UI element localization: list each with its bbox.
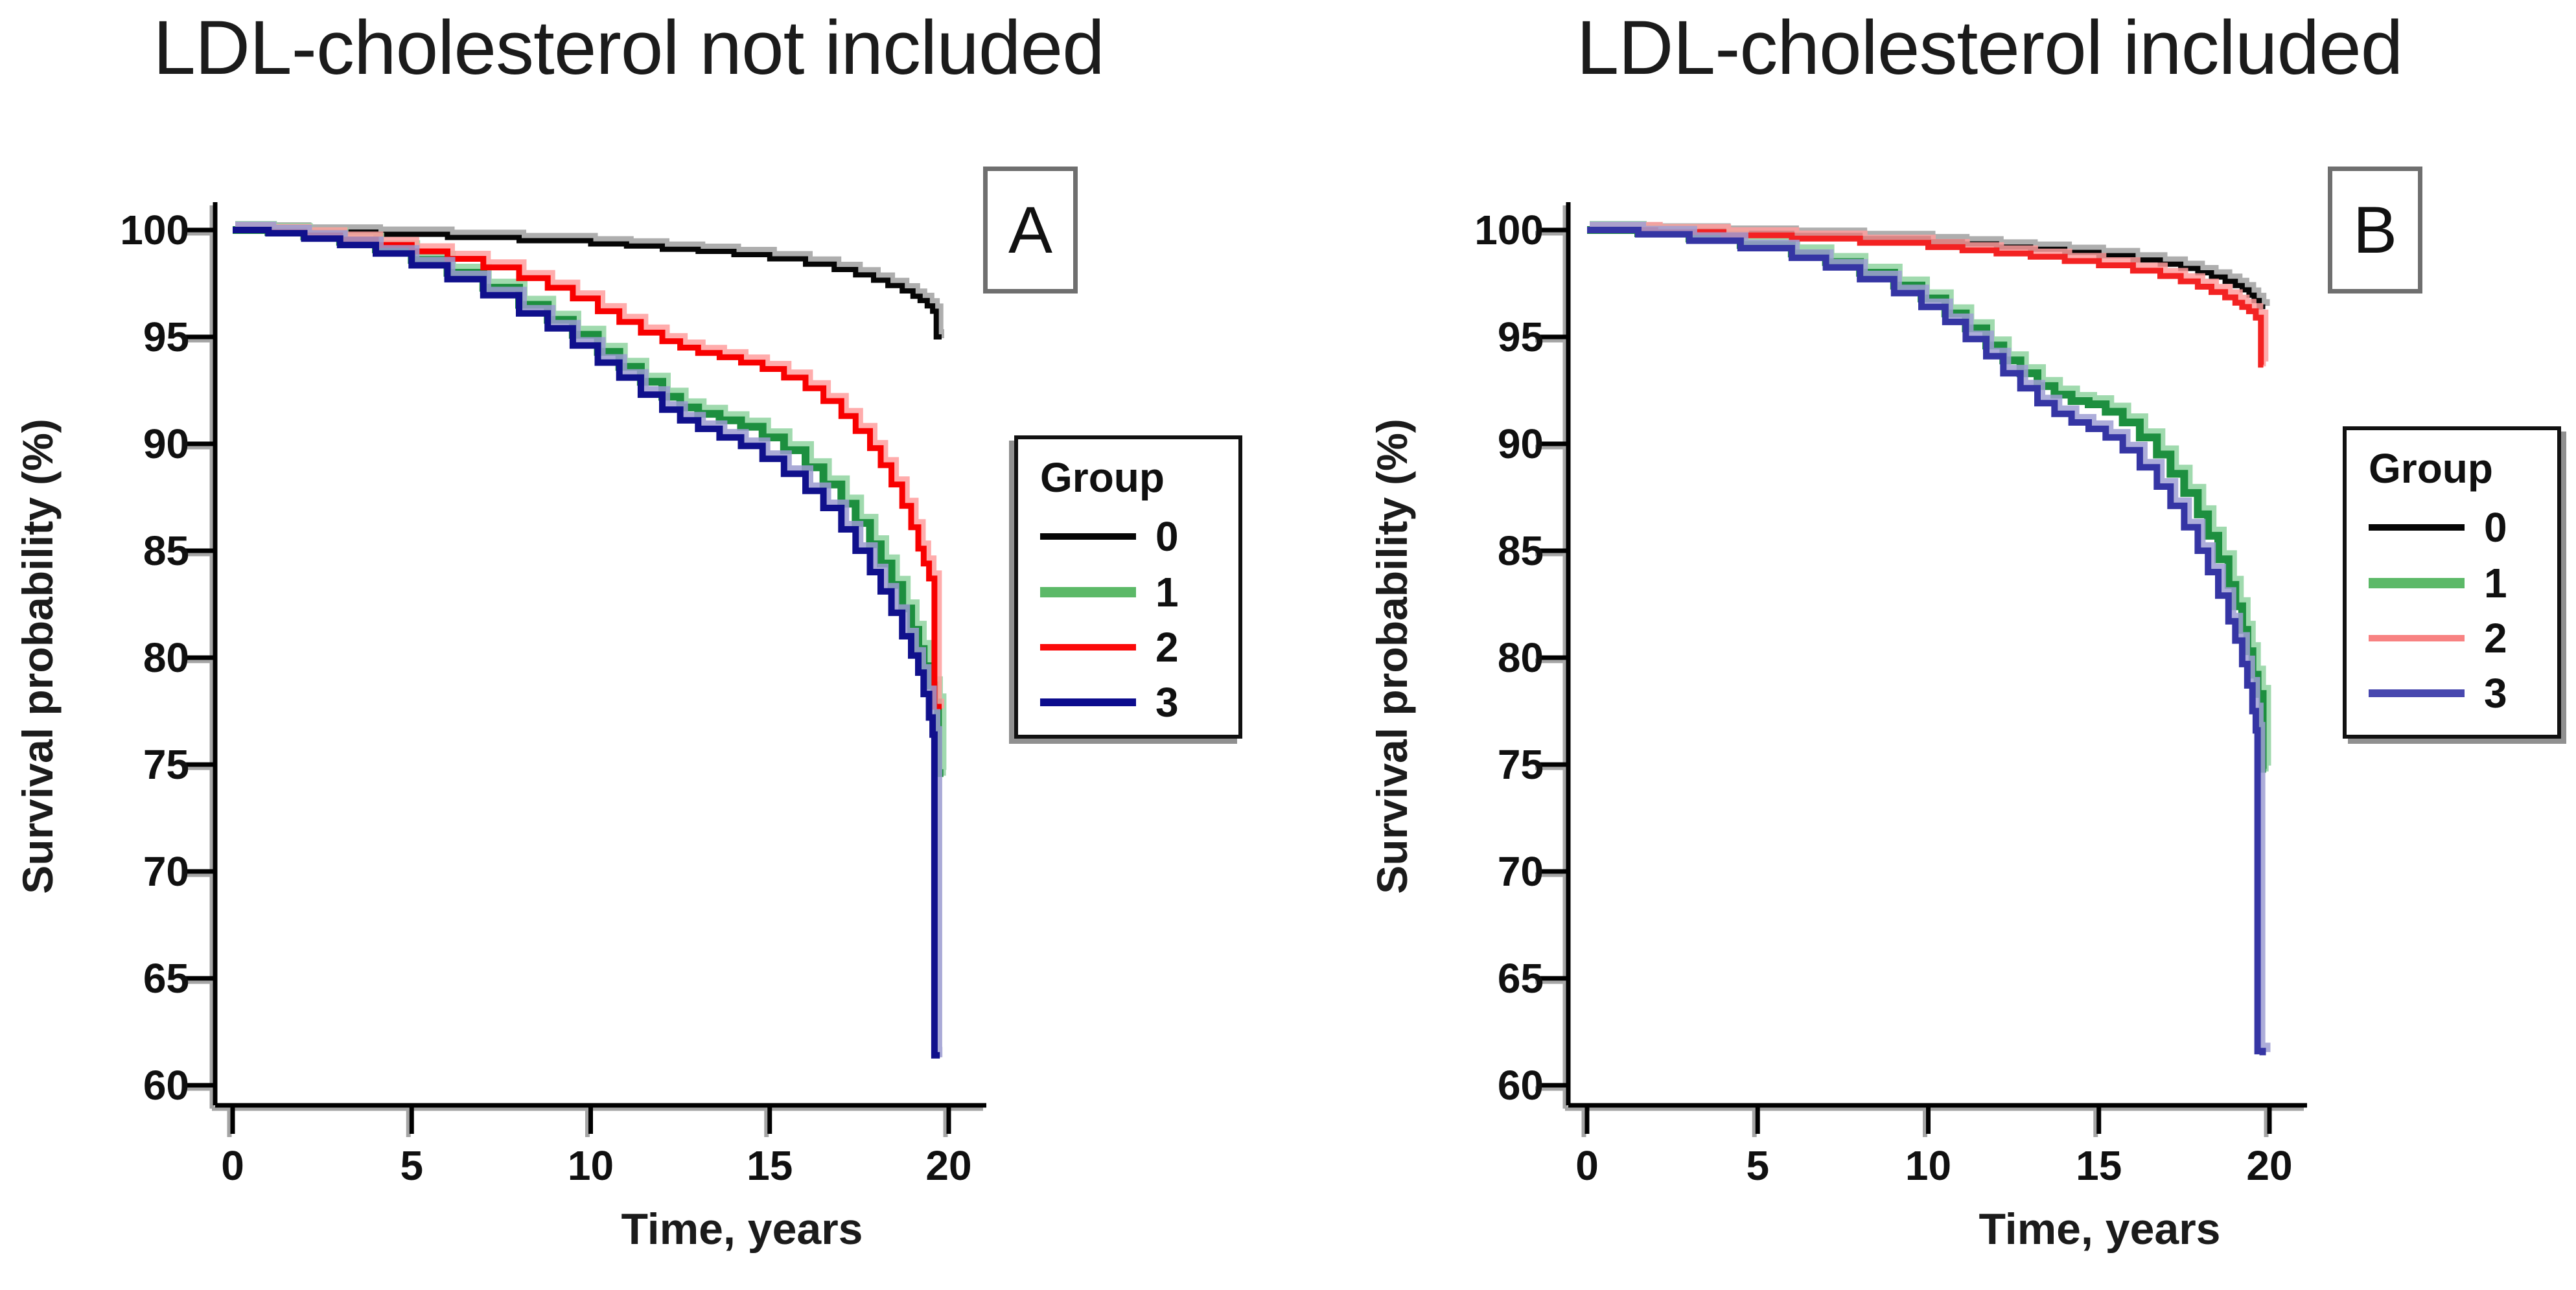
x-tick-label: 10 <box>1905 1142 1952 1189</box>
y-tick-label: 60 <box>143 1062 189 1109</box>
panel-a-tag-box: A <box>983 167 1078 294</box>
y-tick-label: 100 <box>1474 207 1544 253</box>
y-tick-label: 90 <box>143 420 189 467</box>
curve-group-A-2 <box>233 222 944 710</box>
x-tick-label: 5 <box>1746 1142 1770 1189</box>
curve-group-B-2 <box>1587 222 2269 368</box>
y-axis-label-a: Survival probability (%) <box>14 419 62 894</box>
curve-group-2 <box>1587 227 2264 368</box>
curve-group-3 <box>233 227 940 1059</box>
y-tick-label: 85 <box>1497 527 1544 574</box>
legend-line-sample-group-2 <box>2369 635 2465 641</box>
legend-line-sample-group-2 <box>1040 644 1136 651</box>
curve-group-0 <box>233 227 942 340</box>
curve-group-1 <box>1587 226 2267 773</box>
y-axis-label-b: Survival probability (%) <box>1368 419 1416 894</box>
legend-panel-a: Group 0 1 2 3 <box>1014 435 1242 739</box>
legend-entry-label-group-2: 2 <box>1155 624 1179 671</box>
y-tick-label: 70 <box>1497 848 1544 895</box>
legend-title-b: Group <box>2369 445 2493 492</box>
curve-group-B-3 <box>1587 222 2271 1055</box>
x-tick-label: 5 <box>400 1142 424 1189</box>
x-tick-label: 10 <box>567 1142 614 1189</box>
panel-B-axes-shadow <box>1535 205 2304 1137</box>
y-tick-label: 85 <box>143 527 189 574</box>
y-tick-label: 80 <box>1497 634 1544 681</box>
x-tick-label: 15 <box>2076 1142 2122 1189</box>
y-tick-label: 95 <box>1497 314 1544 360</box>
panel-b-tag-letter: B <box>2352 192 2398 267</box>
x-tick-label: 20 <box>925 1142 972 1189</box>
legend-panel-b: Group 0 1 2 3 <box>2343 426 2561 739</box>
curve-halo-group-3 <box>235 222 943 1057</box>
legend-entry-label-group-3: 3 <box>2484 670 2507 717</box>
legend-title-a: Group <box>1040 454 1165 501</box>
y-tick-label: 75 <box>1497 741 1544 788</box>
y-tick-label: 70 <box>143 848 189 895</box>
y-tick-label: 90 <box>1497 420 1544 467</box>
curve-group-A-3 <box>233 222 943 1059</box>
x-axis-label-a: Time, years <box>621 1204 863 1254</box>
legend-entry-label-group-0: 0 <box>2484 504 2507 551</box>
panel-b-title: LDL-cholesterol included <box>1576 5 2404 91</box>
legend-entry-label-group-2: 2 <box>2484 615 2507 662</box>
curve-halo-group-3 <box>1590 222 2271 1054</box>
y-tick-label: 95 <box>143 314 189 360</box>
x-tick-label: 20 <box>2246 1142 2293 1189</box>
y-tick-label: 60 <box>1497 1062 1544 1109</box>
y-tick-label: 65 <box>143 955 189 1002</box>
y-tick-label: 100 <box>120 207 189 253</box>
curve-group-3 <box>1587 227 2266 1055</box>
legend-entry-label-group-0: 0 <box>1155 513 1179 560</box>
y-tick-label: 65 <box>1497 955 1544 1002</box>
legend-entry-label-group-1: 1 <box>2484 560 2507 606</box>
legend-line-sample-group-3 <box>1040 698 1136 706</box>
legend-line-sample-group-0 <box>2369 524 2465 531</box>
panel-b-tag-box: B <box>2328 167 2422 294</box>
panel-a-tag-letter: A <box>1008 192 1053 267</box>
x-axis-label-b: Time, years <box>1978 1204 2221 1254</box>
legend-line-sample-group-0 <box>1040 533 1136 540</box>
x-tick-label: 15 <box>747 1142 793 1189</box>
legend-entry-label-group-1: 1 <box>1155 569 1179 616</box>
legend-entry-label-group-3: 3 <box>1155 679 1179 726</box>
legend-line-sample-group-3 <box>2369 689 2465 697</box>
legend-line-sample-group-1 <box>2369 578 2465 588</box>
curve-group-2 <box>233 227 942 710</box>
curve-group-A-0 <box>233 222 944 340</box>
x-tick-label: 0 <box>221 1142 244 1189</box>
y-tick-label: 80 <box>143 634 189 681</box>
panel-B-axes <box>1538 202 2307 1134</box>
panel-A-axes <box>185 202 986 1134</box>
legend-line-sample-group-1 <box>1040 587 1136 597</box>
y-tick-label: 75 <box>143 741 189 788</box>
x-tick-label: 0 <box>1575 1142 1599 1189</box>
panel-a-title: LDL-cholesterol not included <box>153 5 1105 91</box>
